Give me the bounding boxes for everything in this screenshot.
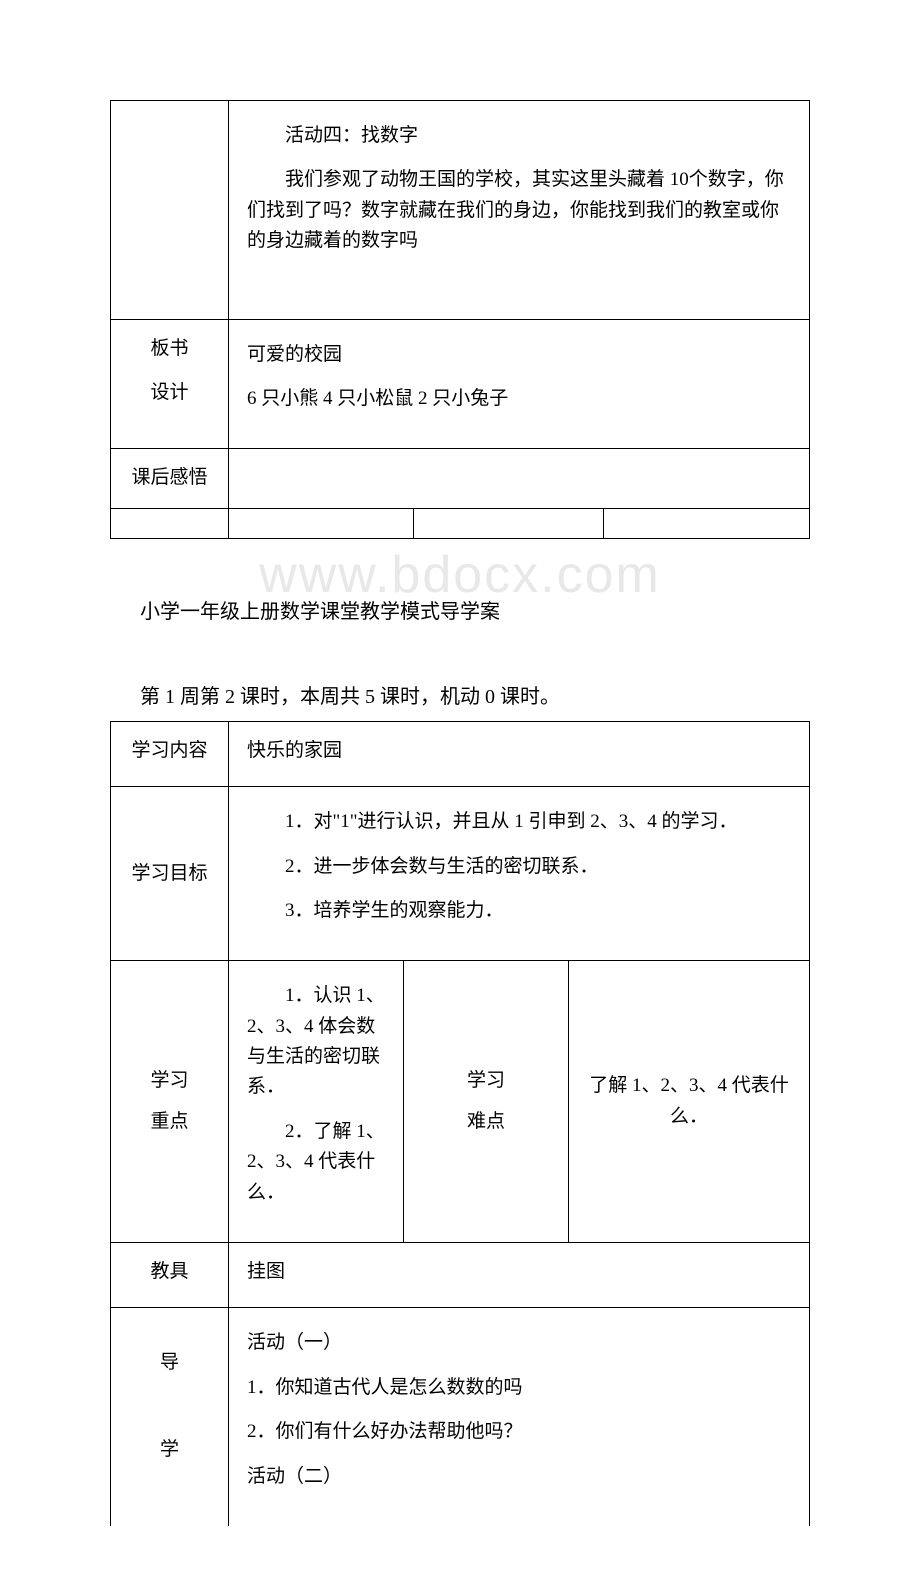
table-row: 导 学 活动（一） 1．你知道古代人是怎么数数的吗 2．你们有什么好办法帮助他吗… (111, 1308, 810, 1526)
table-1: 活动四：找数字 我们参观了动物王国的学校，其实这里头藏着 10个数字，你们找到了… (110, 100, 810, 539)
focus-item-2: 2．了解 1、2、3、4 代表什么． (247, 1117, 385, 1208)
tools-text: 挂图 (247, 1261, 285, 1282)
table-row: 板书 设计 可爱的校园 6 只小熊 4 只小松鼠 2 只小兔子 (111, 319, 810, 449)
study-content-text: 快乐的家园 (247, 740, 342, 761)
cell-activity-4: 活动四：找数字 我们参观了动物王国的学校，其实这里头藏着 10个数字，你们找到了… (229, 101, 810, 320)
table-row: 学习 重点 1．认识 1、2、3、4 体会数与生活的密切联系． 2．了解 1、2… (111, 961, 810, 1243)
empty-cell (414, 508, 604, 538)
study-content-label: 学习内容 (111, 721, 229, 786)
study-focus-label: 学习 重点 (111, 961, 229, 1243)
board-content-1: 可爱的校园 (247, 340, 791, 370)
guide-item-4: 活动（二） (247, 1462, 791, 1492)
guide-label: 导 学 (111, 1308, 229, 1526)
cell-board-label: 板书 设计 (111, 319, 229, 449)
tools-label: 教具 (111, 1243, 229, 1308)
study-content-value: 快乐的家园 (229, 721, 810, 786)
guide-item-2: 1．你知道古代人是怎么数数的吗 (247, 1373, 791, 1403)
empty-cell (229, 508, 414, 538)
guide-item-1: 活动（一） (247, 1328, 791, 1358)
study-focus-content: 1．认识 1、2、3、4 体会数与生活的密切联系． 2．了解 1、2、3、4 代… (229, 961, 404, 1243)
cell-label-empty (111, 101, 229, 320)
table-2: 学习内容 快乐的家园 学习目标 1．对"1"进行认识，并且从 1 引申到 2、3… (110, 721, 810, 1526)
section-subtitle: 第 1 周第 2 课时，本周共 5 课时，机动 0 课时。 (140, 680, 810, 709)
guide-label-2: 学 (117, 1435, 222, 1465)
activity-4-body: 我们参观了动物王国的学校，其实这里头藏着 10个数字，你们找到了吗？数字就藏在我… (247, 165, 791, 256)
study-goal-content: 1．对"1"进行认识，并且从 1 引申到 2、3、4 的学习． 2．进一步体会数… (229, 787, 810, 961)
guide-content: 活动（一） 1．你知道古代人是怎么数数的吗 2．你们有什么好办法帮助他吗？ 活动… (229, 1308, 810, 1526)
goal-item-2: 2．进一步体会数与生活的密切联系． (247, 852, 791, 882)
guide-item-3: 2．你们有什么好办法帮助他吗？ (247, 1417, 791, 1447)
focus-label-2: 重点 (117, 1107, 222, 1137)
cell-board-content: 可爱的校园 6 只小熊 4 只小松鼠 2 只小兔子 (229, 319, 810, 449)
difficulty-label-1: 学习 (405, 1066, 567, 1096)
section-title: 小学一年级上册数学课堂教学模式导学案 (140, 595, 810, 624)
table-row: 学习目标 1．对"1"进行认识，并且从 1 引申到 2、3、4 的学习． 2．进… (111, 787, 810, 961)
difficulty-label-2: 难点 (405, 1107, 567, 1137)
goal-item-1: 1．对"1"进行认识，并且从 1 引申到 2、3、4 的学习． (247, 807, 791, 837)
table-row: 课后感悟 (111, 449, 810, 508)
difficulty-label: 学习 难点 (404, 961, 569, 1243)
tools-value: 挂图 (229, 1243, 810, 1308)
table-row: 学习内容 快乐的家园 (111, 721, 810, 786)
goal-item-3: 3．培养学生的观察能力． (247, 896, 791, 926)
empty-cell (604, 508, 810, 538)
focus-label-1: 学习 (117, 1066, 222, 1096)
cell-reflection-content (229, 449, 810, 508)
difficulty-value: 了解 1、2、3、4 代表什么． (569, 961, 810, 1243)
table-row (111, 508, 810, 538)
guide-label-1: 导 (117, 1348, 222, 1378)
board-label-1: 板书 (117, 334, 222, 364)
board-content-2: 6 只小熊 4 只小松鼠 2 只小兔子 (247, 384, 791, 414)
focus-item-1: 1．认识 1、2、3、4 体会数与生活的密切联系． (247, 981, 385, 1103)
empty-cell (111, 508, 229, 538)
board-label-2: 设计 (117, 378, 222, 408)
cell-reflection-label: 课后感悟 (111, 449, 229, 508)
study-goal-label: 学习目标 (111, 787, 229, 961)
table-row: 教具 挂图 (111, 1243, 810, 1308)
table-row: 活动四：找数字 我们参观了动物王国的学校，其实这里头藏着 10个数字，你们找到了… (111, 101, 810, 320)
activity-4-heading: 活动四：找数字 (247, 121, 791, 151)
